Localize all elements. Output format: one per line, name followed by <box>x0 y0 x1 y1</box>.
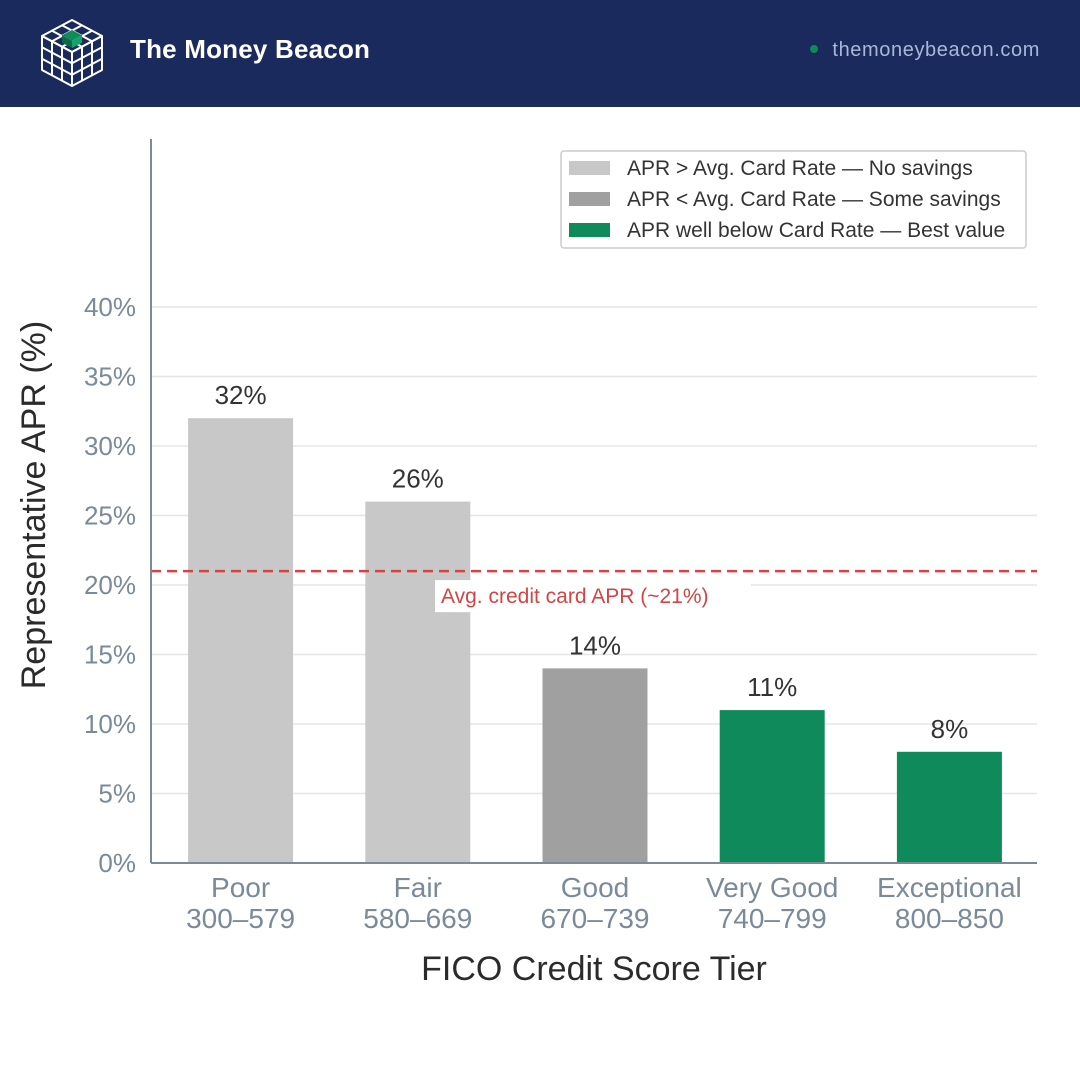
x-tick-sublabel: 800–850 <box>895 903 1004 934</box>
cube-grid-icon <box>41 19 103 87</box>
legend-label: APR > Avg. Card Rate — No savings <box>627 157 973 180</box>
x-tick-sublabel: 670–739 <box>540 903 649 934</box>
bar <box>896 751 1002 863</box>
y-tick-labels: 0% 5% 10% 15% 20% 25% 30% 35% 40% <box>84 292 136 878</box>
x-tick-sublabel: 740–799 <box>718 903 827 934</box>
y-tick-label: 20% <box>84 570 136 600</box>
legend-label: APR well below Card Rate — Best value <box>627 219 1005 242</box>
x-tick-label: Very Good <box>706 872 838 903</box>
bar-value-label: 32% <box>215 380 267 410</box>
bar-value-labels: 32% 26% 14% 11% 8% <box>215 380 969 744</box>
y-tick-label: 10% <box>84 709 136 739</box>
reference-line-label: Avg. credit card APR (~21%) <box>441 585 708 608</box>
legend-swatch <box>569 192 610 206</box>
x-axis-title: FICO Credit Score Tier <box>421 950 767 988</box>
x-tick-label: Fair <box>394 872 442 903</box>
site-url-text: themoneybeacon.com <box>832 39 1040 61</box>
apr-bar-chart: 32% 26% 14% 11% 8% 0% 5% 10% 15% 20% 25% 30% 35% 40%… <box>15 139 1037 988</box>
bars <box>188 418 1002 863</box>
legend-swatch <box>569 161 610 175</box>
header-bar: The Money Beacon themoneybeacon.com <box>0 0 1080 107</box>
site-url[interactable]: themoneybeacon.com <box>810 39 1040 62</box>
x-tick-sublabel: 580–669 <box>363 903 472 934</box>
x-tick-sublabel: 300–579 <box>186 903 295 934</box>
axes <box>150 139 1037 864</box>
bar-value-label: 26% <box>392 464 444 494</box>
bar-value-label: 14% <box>569 630 621 660</box>
y-tick-label: 15% <box>84 640 136 670</box>
bar <box>188 418 294 863</box>
bar-value-label: 8% <box>931 714 969 744</box>
legend: APR > Avg. Card Rate — No savings APR < A… <box>560 150 1027 249</box>
y-tick-label: 30% <box>84 431 136 461</box>
brand-name: The Money Beacon <box>130 34 371 64</box>
y-tick-label: 5% <box>98 779 136 809</box>
x-tick-label: Exceptional <box>877 872 1022 903</box>
bar <box>365 501 471 863</box>
status-dot-icon <box>810 44 819 53</box>
y-tick-label: 0% <box>98 848 136 878</box>
bar <box>542 668 648 863</box>
bar <box>719 710 825 863</box>
x-tick-label: Good <box>561 872 630 903</box>
y-axis-title: Representative APR (%) <box>15 321 53 690</box>
bar-value-label: 11% <box>747 672 797 702</box>
y-tick-label: 40% <box>84 292 136 322</box>
reference-label-bg <box>435 580 751 613</box>
y-tick-label: 35% <box>84 362 136 392</box>
legend-label: APR < Avg. Card Rate — Some savings <box>627 188 1001 211</box>
y-tick-label: 25% <box>84 501 136 531</box>
reference-line-group: Avg. credit card APR (~21%) <box>151 569 1037 613</box>
legend-swatch <box>569 223 610 237</box>
legend-box <box>560 150 1027 249</box>
x-tick-label: Poor <box>211 872 270 903</box>
